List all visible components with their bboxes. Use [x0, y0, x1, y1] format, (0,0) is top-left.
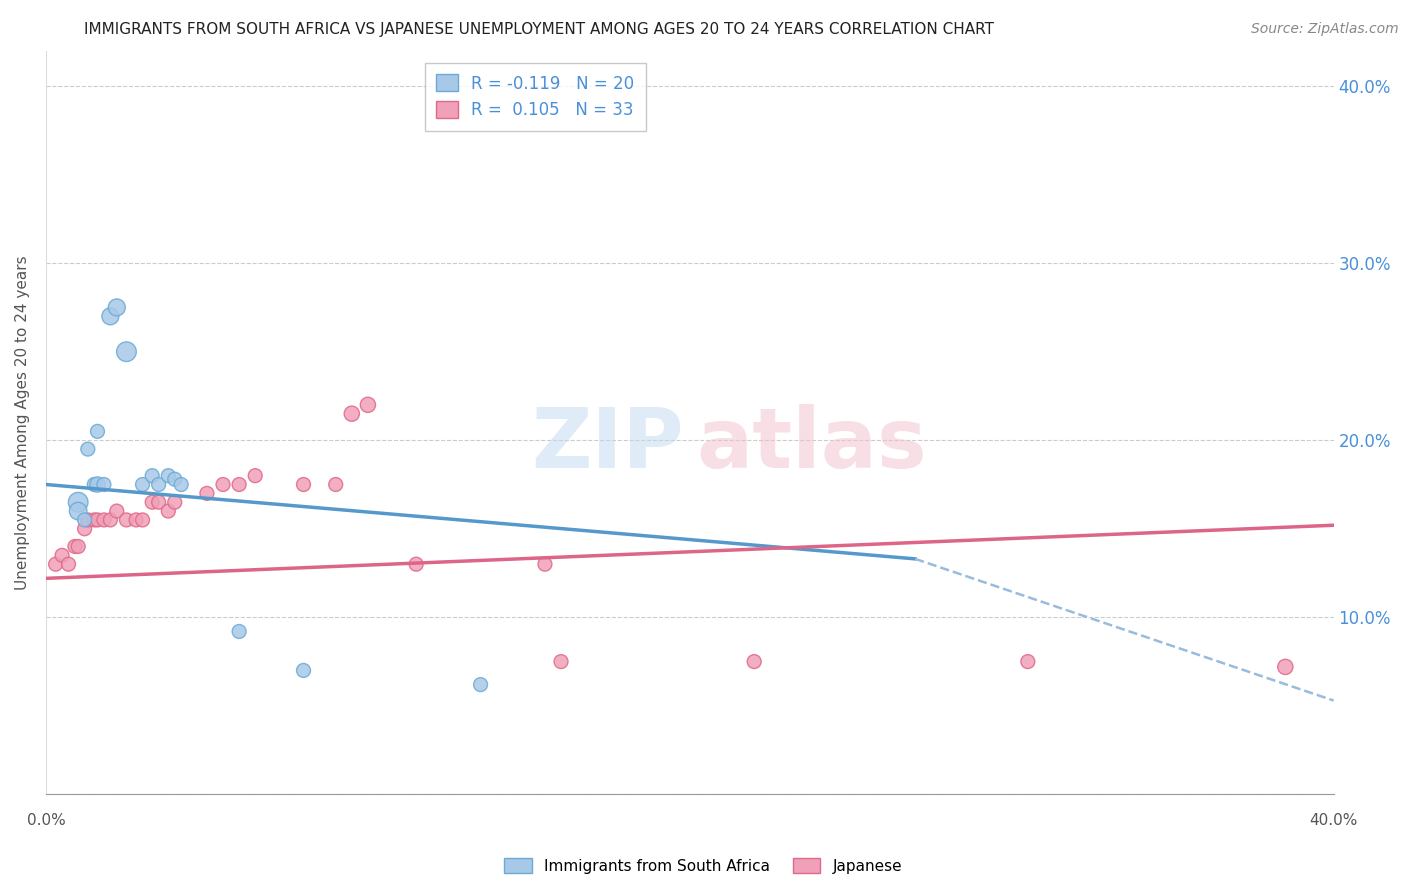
Point	[67, 495, 90, 509]
Point	[45, 558, 67, 572]
Point	[742, 655, 765, 669]
Point	[131, 513, 153, 527]
Point	[83, 477, 105, 491]
Point	[357, 398, 380, 412]
Point	[93, 477, 115, 491]
Point	[63, 540, 86, 554]
Point	[131, 477, 153, 491]
Point	[58, 558, 80, 572]
Legend: R = -0.119   N = 20, R =  0.105   N = 33: R = -0.119 N = 20, R = 0.105 N = 33	[425, 62, 645, 131]
Text: 0.0%: 0.0%	[27, 813, 65, 828]
Point	[228, 477, 250, 491]
Point	[86, 513, 108, 527]
Point	[170, 477, 193, 491]
Point	[340, 407, 363, 421]
Point	[73, 522, 96, 536]
Point	[83, 513, 105, 527]
Point	[163, 495, 186, 509]
Point	[148, 477, 170, 491]
Text: Source: ZipAtlas.com: Source: ZipAtlas.com	[1251, 22, 1399, 37]
Legend: Immigrants from South Africa, Japanese: Immigrants from South Africa, Japanese	[498, 852, 908, 880]
Point	[212, 477, 235, 491]
Point	[67, 504, 90, 518]
Point	[105, 301, 128, 315]
Point	[105, 504, 128, 518]
Text: ZIP: ZIP	[531, 404, 683, 485]
Point	[51, 549, 73, 563]
Point	[157, 468, 180, 483]
Y-axis label: Unemployment Among Ages 20 to 24 years: Unemployment Among Ages 20 to 24 years	[15, 255, 30, 590]
Point	[115, 513, 138, 527]
Point	[157, 504, 180, 518]
Point	[163, 472, 186, 486]
Point	[115, 344, 138, 359]
Point	[1274, 660, 1296, 674]
Point	[86, 425, 108, 439]
Point	[67, 540, 90, 554]
Point	[292, 477, 315, 491]
Point	[1017, 655, 1039, 669]
Point	[141, 468, 163, 483]
Point	[195, 486, 218, 500]
Point	[86, 477, 108, 491]
Point	[245, 468, 267, 483]
Point	[405, 558, 427, 572]
Point	[125, 513, 148, 527]
Point	[93, 513, 115, 527]
Point	[228, 624, 250, 639]
Point	[98, 310, 121, 324]
Text: IMMIGRANTS FROM SOUTH AFRICA VS JAPANESE UNEMPLOYMENT AMONG AGES 20 TO 24 YEARS : IMMIGRANTS FROM SOUTH AFRICA VS JAPANESE…	[84, 22, 994, 37]
Point	[148, 495, 170, 509]
Point	[292, 664, 315, 678]
Point	[98, 513, 121, 527]
Point	[76, 513, 98, 527]
Point	[470, 677, 492, 691]
Point	[325, 477, 347, 491]
Point	[141, 495, 163, 509]
Text: atlas: atlas	[696, 404, 927, 485]
Point	[534, 558, 557, 572]
Text: 40.0%: 40.0%	[1309, 813, 1358, 828]
Point	[76, 442, 98, 456]
Point	[73, 513, 96, 527]
Point	[550, 655, 572, 669]
